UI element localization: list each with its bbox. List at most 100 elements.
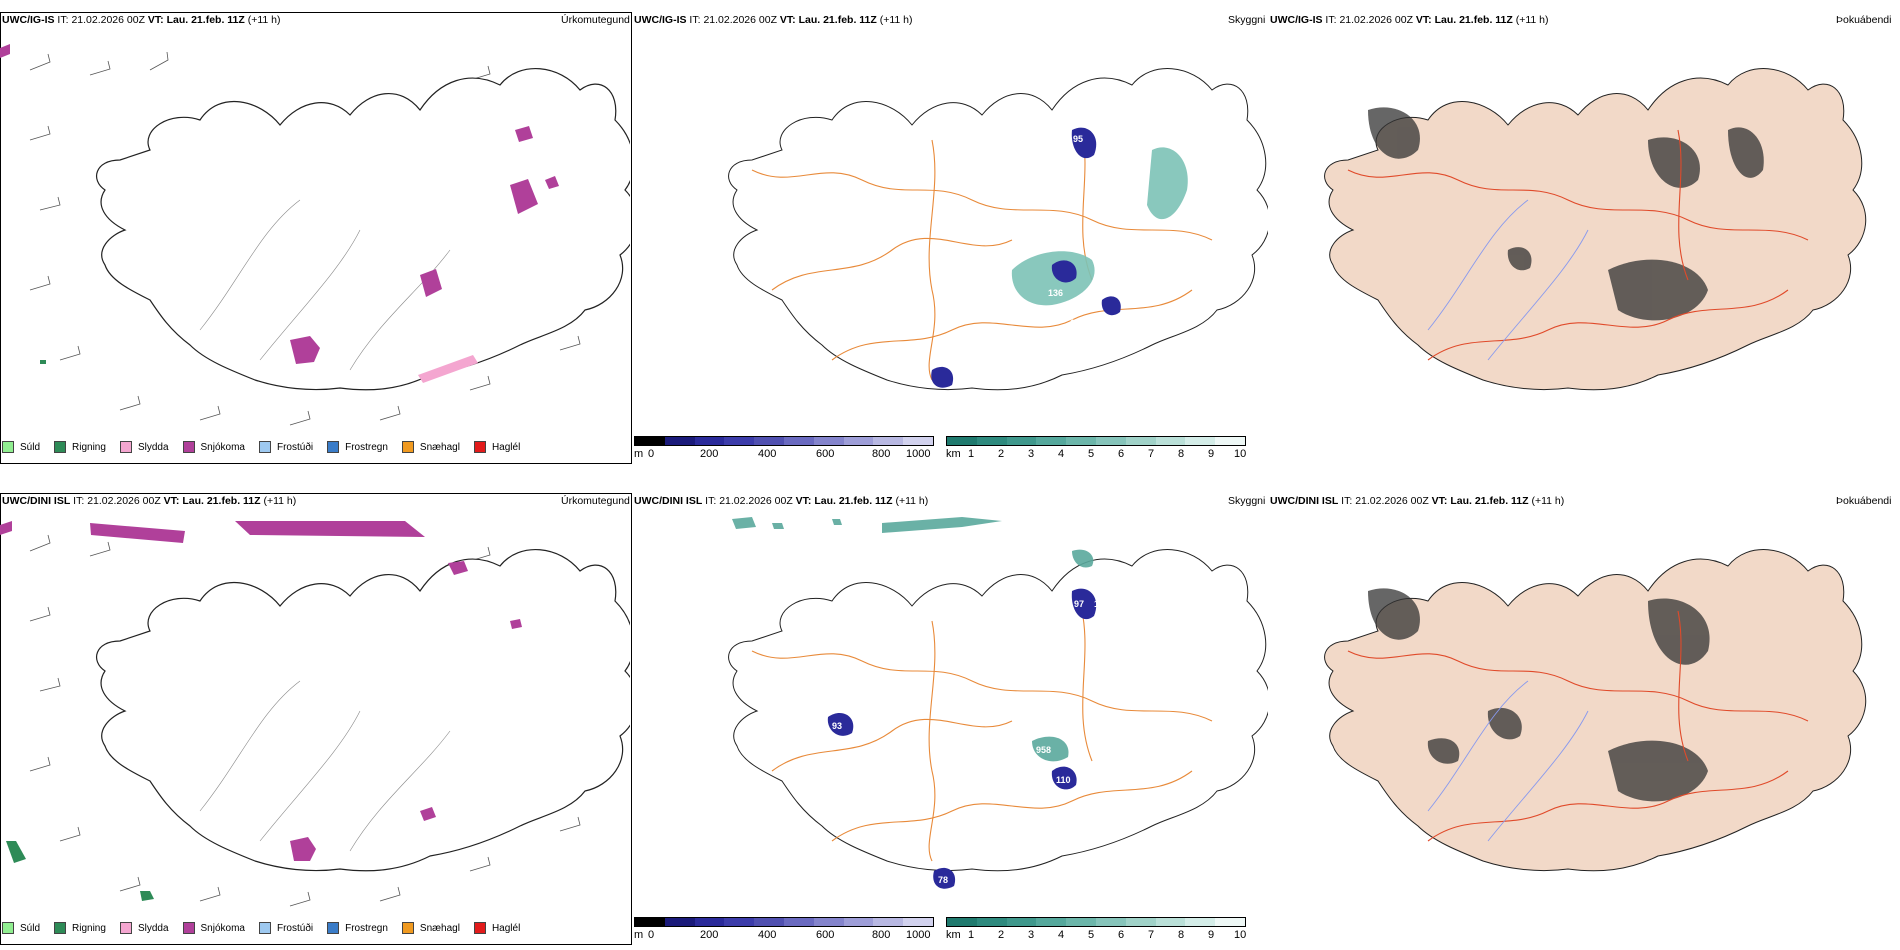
colorbar-tick: 8 — [1178, 929, 1185, 941]
vis-value: 97 — [1074, 599, 1084, 609]
legend-item: Súld — [2, 441, 40, 453]
visibility-km-colorbar: km 1 2 3 4 5 6 7 8 9 10 — [946, 917, 1246, 941]
legend-swatch — [2, 441, 14, 453]
vt-label: VT: — [147, 14, 164, 26]
panel-title: UWC/DINI ISL IT: 21.02.2026 00Z VT: Lau.… — [634, 495, 928, 507]
legend-swatch — [401, 441, 414, 453]
it-value: 21.02.2026 00Z — [87, 495, 161, 507]
colorbar-boxes — [946, 917, 1246, 927]
colorbar-tick: 3 — [1028, 929, 1035, 941]
vt-value: Lau. 21.feb. 11Z — [1450, 495, 1529, 507]
map-frame — [0, 493, 632, 945]
m-visibility — [827, 588, 1097, 889]
panel-title: UWC/IG-IS IT: 21.02.2026 00Z VT: Lau. 21… — [1270, 14, 1549, 26]
model-name: UWC/DINI ISL — [2, 495, 71, 507]
vis-value: 958 — [1036, 745, 1051, 755]
legend-swatch — [327, 922, 340, 934]
vis-value: 15 — [1022, 304, 1032, 314]
visibility-panel-dini: UWC/DINI ISL IT: 21.02.2026 00Z VT: Lau.… — [632, 493, 1268, 945]
vt-value: Lau. 21.feb. 11Z — [166, 14, 245, 26]
lead-time: (+11 h) — [1531, 495, 1565, 507]
vis-value: 10 — [1116, 272, 1126, 282]
colorbar-tick: 10 — [1234, 448, 1247, 460]
vis-value: 58 — [1114, 172, 1124, 182]
legend-item: Haglél — [473, 922, 520, 934]
legend-item: Frostregn — [327, 922, 388, 934]
fog-patches — [1368, 588, 1710, 802]
vt-value: Lau. 21.feb. 11Z — [798, 14, 877, 26]
colorbar-tick: 1 — [968, 929, 975, 941]
vt-value: Lau. 21.feb. 11Z — [182, 495, 261, 507]
colorbar-tick: 200 — [700, 448, 719, 460]
fog-rivers — [1427, 199, 1589, 361]
model-name: UWC/DINI ISL — [634, 495, 703, 507]
it-value: 21.02.2026 00Z — [719, 495, 793, 507]
it-value: 21.02.2026 00Z — [1339, 14, 1413, 26]
vis-value: 103 — [1084, 302, 1099, 312]
colorbar-unit: km — [946, 448, 961, 460]
iceland-map-fog — [1324, 68, 1867, 391]
legend-swatch — [401, 922, 414, 934]
colorbar-tick: 400 — [758, 929, 777, 941]
vis-value: 12 — [914, 374, 924, 384]
variable-title: Úrkomutegund — [561, 495, 630, 507]
fog-roads — [1347, 129, 1809, 361]
legend-swatch — [182, 441, 195, 453]
colorbar-unit: m — [634, 448, 644, 460]
variable-title: Þokuábendi — [1836, 14, 1892, 26]
legend-swatch — [473, 441, 486, 453]
vt-label: VT: — [779, 14, 796, 26]
it-label: IT: — [57, 14, 69, 26]
map-frame — [0, 12, 632, 464]
variable-title: Úrkomutegund — [561, 14, 630, 26]
panel-title: UWC/DINI ISL IT: 21.02.2026 00Z VT: Lau.… — [2, 495, 296, 507]
vis-value: 105 — [1142, 625, 1157, 635]
model-name: UWC/IG-IS — [2, 14, 55, 26]
colorbar-tick: 6 — [1118, 448, 1125, 460]
precip-legend: Súld Rigning Slydda Snjókoma Frostúði Fr… — [2, 436, 534, 458]
legend-swatch — [258, 441, 271, 453]
vt-label: VT: — [1415, 14, 1432, 26]
legend-item: Slydda — [119, 441, 169, 453]
legend-swatch — [182, 922, 195, 934]
legend-item: Haglél — [473, 441, 520, 453]
model-name: UWC/DINI ISL — [1270, 495, 1339, 507]
legend-swatch — [119, 441, 132, 453]
model-name: UWC/IG-IS — [634, 14, 687, 26]
legend-swatch — [258, 922, 271, 934]
vis-value: 136 — [1048, 288, 1063, 298]
colorbar-tick: 7 — [1148, 929, 1155, 941]
vis-value: 78 — [938, 875, 948, 885]
fog-panel-igis: UWC/IG-IS IT: 21.02.2026 00Z VT: Lau. 21… — [1268, 12, 1900, 464]
legend-item: Súld — [2, 922, 40, 934]
colorbar-tick: 2 — [998, 929, 1005, 941]
lead-time: (+11 h) — [895, 495, 929, 507]
colorbar-boxes — [946, 436, 1246, 446]
legend-swatch — [473, 922, 486, 934]
snow-areas — [290, 126, 559, 364]
rain-areas — [6, 841, 154, 901]
iceland-map-precip — [0, 44, 630, 426]
precip-type-panel-igis: UWC/IG-IS IT: 21.02.2026 00Z VT: Lau. 21… — [0, 12, 632, 464]
vis-value: 119 — [1094, 176, 1109, 186]
legend-item: Slydda — [119, 922, 169, 934]
it-label: IT: — [705, 495, 717, 507]
legend-item: Snæhagl — [401, 441, 460, 453]
vis-value: 95 — [1073, 134, 1083, 144]
vt-value: Lau. 21.feb. 11Z — [1434, 14, 1513, 26]
colorbar-tick: 6 — [1118, 929, 1125, 941]
legend-item: Snjókoma — [182, 922, 245, 934]
visibility-values: 95 75 58 119 12 136 15 10 103 97 143 12 … — [914, 134, 1126, 412]
it-label: IT: — [1325, 14, 1337, 26]
vis-value: 69 — [1062, 791, 1072, 801]
colorbar-tick: 800 — [872, 929, 891, 941]
iceland-map-visibility: 97 151 105 93 11 958 110 69 78 — [728, 517, 1268, 889]
colorbar-tick: 8 — [1178, 448, 1185, 460]
colorbar-tick: 2 — [998, 448, 1005, 460]
lead-time: (+11 h) — [263, 495, 297, 507]
fog-panel-dini: UWC/DINI ISL IT: 21.02.2026 00Z VT: Lau.… — [1268, 493, 1900, 945]
colorbar-tick: 9 — [1208, 448, 1215, 460]
vis-value: 12 — [1064, 348, 1074, 358]
legend-swatch — [327, 441, 340, 453]
colorbar-tick: 7 — [1148, 448, 1155, 460]
